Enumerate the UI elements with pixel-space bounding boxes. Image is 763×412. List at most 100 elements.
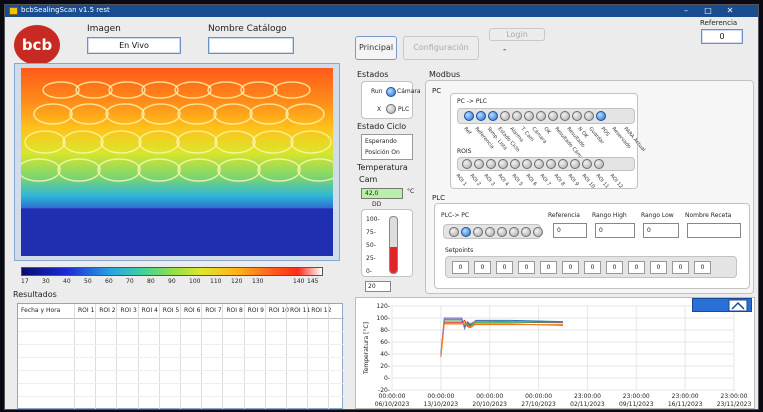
setpoints-label: Setpoints: [445, 247, 474, 254]
pc-status-led: [536, 111, 546, 121]
thermal-cell: [137, 158, 181, 182]
close-icon[interactable]: ✕: [726, 6, 734, 15]
roi-status-led: [570, 159, 580, 169]
thermal-cell: [214, 130, 256, 154]
roi-status-led: [558, 159, 568, 169]
camara-label: Cámara: [397, 88, 421, 95]
colorbar-tick: 110: [210, 278, 222, 285]
x-tick-time: 23:00:00: [574, 393, 601, 400]
setpoint-field[interactable]: 0: [474, 261, 491, 274]
roi-status-led: [486, 159, 496, 169]
table-column-line: [286, 304, 287, 409]
colorbar-tick: 80: [147, 278, 155, 285]
run-label: Run: [371, 88, 383, 95]
plc-referencia-field[interactable]: 0: [553, 223, 587, 238]
table-column-line: [180, 304, 181, 409]
thermal-cell: [21, 158, 61, 182]
setpoint-field[interactable]: 0: [650, 261, 667, 274]
roi-led-label: ROI 9: [566, 173, 580, 188]
x-tick-date: 02/11/2023: [570, 401, 605, 408]
login-button[interactable]: Login: [489, 28, 545, 41]
colorbar-tick: 130: [252, 278, 264, 285]
x-label: X: [377, 106, 382, 113]
rango-high-label: Rango High: [592, 212, 627, 219]
colorbar-tick: 100: [189, 278, 201, 285]
colorbar-tick: 70: [126, 278, 134, 285]
catalogo-input[interactable]: [208, 37, 294, 54]
colorbar-tick: 140: [293, 278, 305, 285]
temperatura-value: 42,0: [361, 188, 403, 199]
app-icon: [9, 7, 18, 15]
plc-status-led: [509, 227, 519, 237]
column-header-roi: ROI 12: [311, 307, 332, 314]
plc-status-led: [533, 227, 543, 237]
column-header-roi: ROI 6: [184, 307, 201, 314]
setpoint-field[interactable]: 0: [496, 261, 513, 274]
thermal-cell: [217, 158, 261, 182]
maximize-icon[interactable]: □: [704, 6, 712, 15]
plc-status-led: [473, 227, 483, 237]
rango-low-field[interactable]: 0: [643, 223, 679, 238]
colorbar-tick: 17: [21, 278, 29, 285]
setpoint-field[interactable]: 0: [562, 261, 579, 274]
setpoint-field[interactable]: 0: [606, 261, 623, 274]
column-header-roi: ROI 4: [141, 307, 158, 314]
pc-label: PC: [432, 87, 442, 95]
imagen-select[interactable]: En Vivo: [87, 37, 181, 54]
setpoint-field[interactable]: 0: [628, 261, 645, 274]
plc-pc-label: PLC-> PC: [441, 212, 470, 219]
nombre-receta-field[interactable]: [687, 223, 741, 238]
column-header-fecha: Fecha y Hora: [21, 307, 61, 314]
thermal-cell: [177, 158, 221, 182]
gauge-tick: 0-: [366, 268, 372, 275]
colorbar-tick: 60: [105, 278, 113, 285]
rois-label: ROIS: [457, 148, 472, 155]
pc-status-led: [476, 111, 486, 121]
roi-led-label: ROI 2: [468, 173, 482, 188]
series-line: [440, 322, 563, 357]
resultados-title: Resultados: [13, 290, 57, 299]
thermal-cell: [207, 81, 245, 99]
plc-status-led: [521, 227, 531, 237]
pc-led-bar: [457, 108, 635, 124]
roi-status-led: [498, 159, 508, 169]
table-column-line: [116, 304, 118, 409]
series-line: [440, 319, 564, 356]
modbus-panel: PC PC -> PLC Ref Referencia Temp. Lista Est…: [425, 80, 754, 294]
pc-led-label: OK: [542, 126, 552, 136]
setpoint-field[interactable]: 0: [518, 261, 535, 274]
x-tick-time: 00:00:00: [525, 393, 552, 400]
pc-led-row: [464, 111, 608, 121]
roi-led-label: ROI 12: [608, 173, 624, 190]
roi-led-bar: [457, 157, 635, 171]
thermal-cell: [240, 81, 278, 99]
camara-led: [386, 87, 396, 97]
thermal-cell: [252, 130, 294, 154]
series-line: [440, 320, 564, 355]
roi-status-led: [474, 159, 484, 169]
setpoint-field[interactable]: 0: [452, 261, 469, 274]
window-title: bcbSealingScan v1.5 rest: [21, 6, 110, 14]
chart-collapse-button[interactable]: [692, 298, 752, 312]
setpoint-field[interactable]: 0: [672, 261, 689, 274]
temperatura-title: Temperatura: [357, 163, 408, 172]
plc-status-led: [461, 227, 471, 237]
setpoint-field[interactable]: 0: [694, 261, 711, 274]
rango-high-field[interactable]: 0: [595, 223, 635, 238]
plc-led-row: [449, 227, 545, 237]
setpoint-field[interactable]: 0: [540, 261, 557, 274]
colorbar-tick: 30: [42, 278, 50, 285]
minimize-icon[interactable]: –: [684, 6, 688, 15]
x-tick-date: 13/10/2023: [424, 401, 459, 408]
tab-configuracion[interactable]: Configuración: [403, 36, 479, 60]
roi-status-led: [594, 159, 604, 169]
temperatura-unit: °C: [407, 188, 415, 195]
thermal-cell: [24, 130, 66, 154]
setpoint-field[interactable]: 0: [584, 261, 601, 274]
column-header-roi: ROI 10: [268, 307, 289, 314]
imagen-label: Imagen: [87, 24, 121, 34]
temperatura-bottom-value: 20: [365, 281, 391, 292]
referencia-field[interactable]: 0: [701, 29, 743, 44]
roi-led-label: ROI 5: [510, 173, 524, 188]
tab-principal[interactable]: Principal: [355, 36, 397, 60]
